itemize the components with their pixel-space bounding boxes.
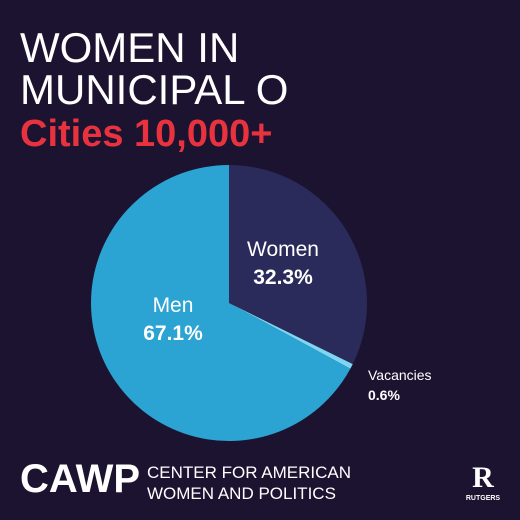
pie-slice bbox=[229, 165, 367, 365]
badge: R bbox=[472, 461, 494, 494]
value-label: 0.6% bbox=[368, 387, 400, 403]
subtitle: Cities 10,000+ bbox=[20, 113, 272, 155]
pie-slice bbox=[90, 165, 351, 441]
pie: Women 32.3% Vacancies 0.6% Men 67.1% bbox=[90, 165, 432, 441]
title-line: MUNICIPAL O bbox=[20, 66, 288, 113]
pie-slice bbox=[229, 303, 353, 369]
value-label: 67.1% bbox=[143, 322, 203, 345]
slice-label: Women bbox=[247, 238, 319, 261]
value-label: 32.3% bbox=[253, 266, 313, 289]
slice-label: Men bbox=[153, 294, 194, 317]
logo: CAWP bbox=[20, 457, 140, 501]
title-clip bbox=[292, 66, 312, 110]
badge-text: RUTGERS bbox=[466, 495, 501, 502]
title-line: WOMEN IN bbox=[20, 24, 239, 71]
org-name: CENTER FOR AMERICAN bbox=[147, 463, 351, 482]
slice-label: Vacancies bbox=[368, 367, 432, 383]
org-name: WOMEN AND POLITICS bbox=[147, 484, 336, 503]
